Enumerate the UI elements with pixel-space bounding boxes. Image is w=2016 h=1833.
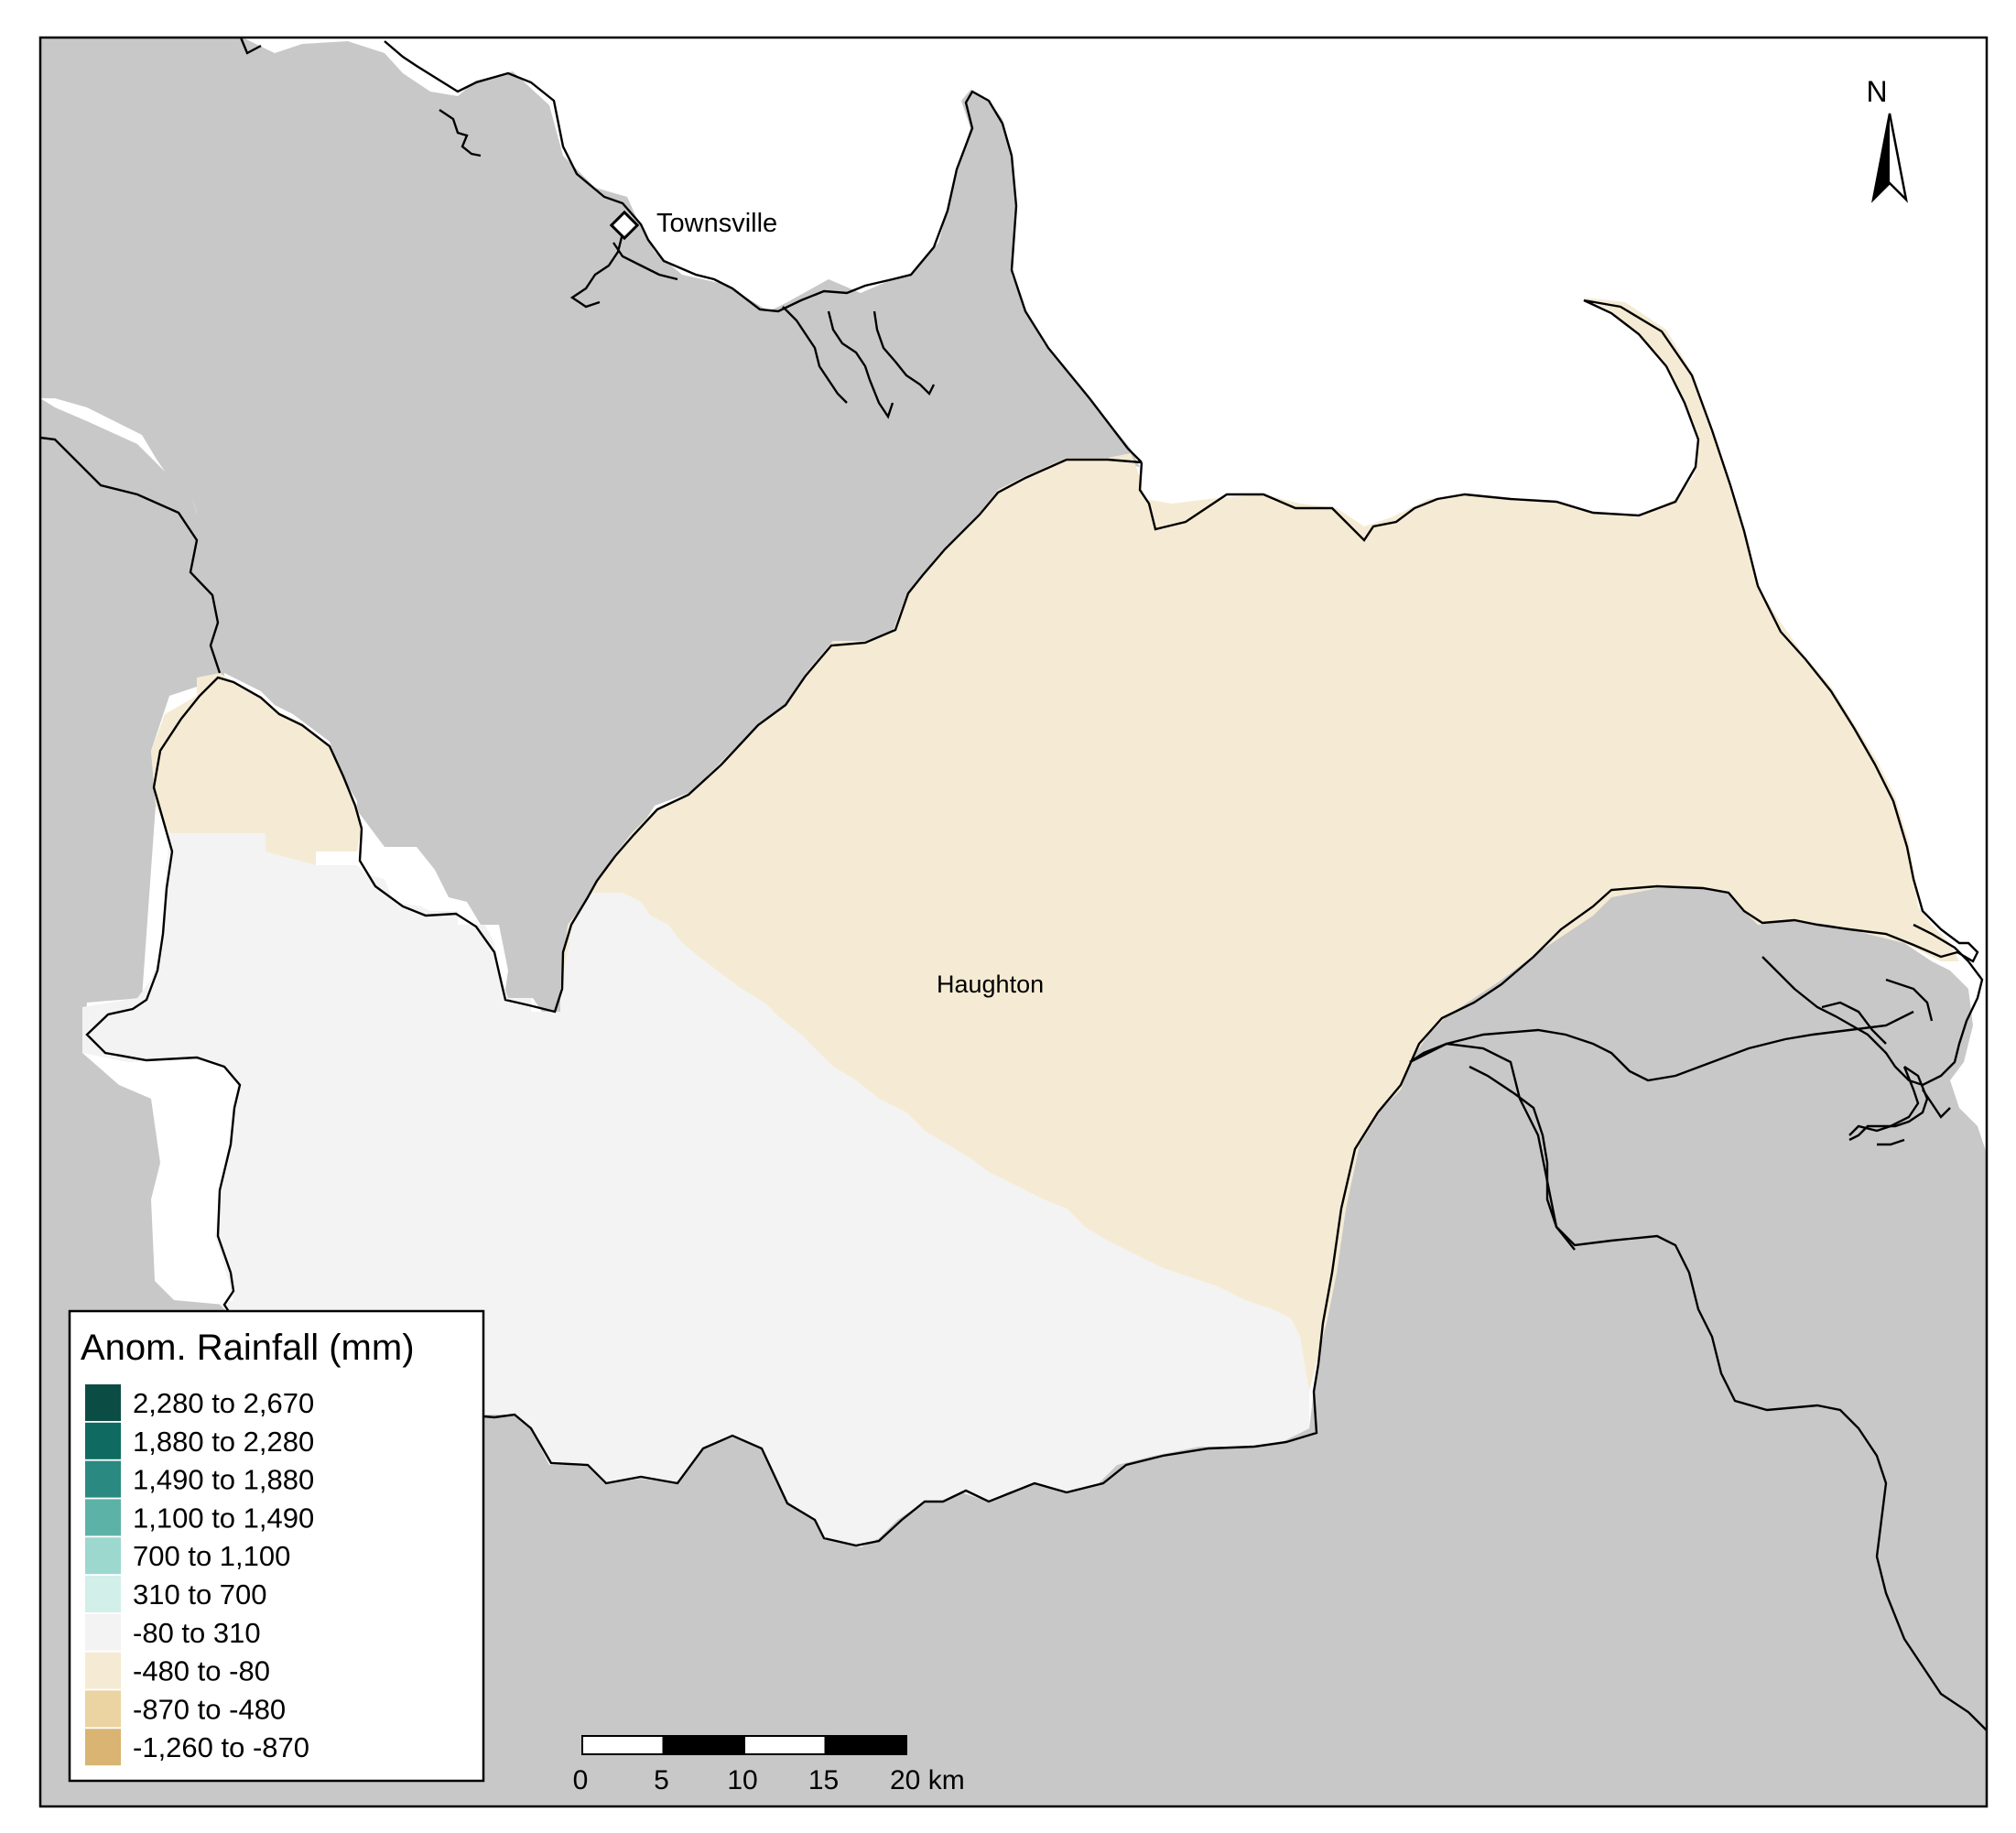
land-south (40, 888, 1987, 1806)
legend-box (68, 1309, 485, 1783)
estuary-se-creek (1848, 1066, 1929, 1142)
legend-label: -870 to -480 (133, 1693, 286, 1725)
legend-swatch (85, 1576, 121, 1612)
scale-bar-segments (581, 1735, 907, 1755)
catchment-outline-south-east (1409, 1042, 1988, 1731)
legend-label: 310 to 700 (133, 1578, 267, 1611)
north-arrow: N (1866, 75, 1908, 203)
legend-label: 700 to 1,100 (133, 1540, 290, 1572)
river-townsville-1 (439, 109, 482, 157)
legend-swatch (85, 1652, 121, 1689)
anomaly-zone-neg480-neg80 (151, 298, 1959, 1392)
scale-bar-segment (824, 1735, 907, 1755)
place-label-townsville: Townsville (656, 209, 777, 238)
legend-swatch (85, 1729, 121, 1766)
catchment-boundaries (39, 37, 1988, 1731)
land-northwest (40, 38, 1144, 1012)
legend-label: -80 to 310 (133, 1617, 261, 1649)
legend-label: 1,100 to 1,490 (133, 1502, 314, 1534)
legend-label: 1,490 to 1,880 (133, 1464, 314, 1496)
estuary-mouth (1761, 923, 1984, 1146)
legend: Anom. Rainfall (mm) 2,280 to 2,670 1,880 … (68, 1309, 485, 1783)
north-arrow-label: N (1866, 75, 1887, 108)
river-townsville-2 (569, 219, 678, 309)
legend-swatch (85, 1613, 121, 1651)
coastline-north (239, 37, 1143, 463)
legend-items: 2,280 to 2,670 1,880 to 2,280 1,490 to 1,8… (85, 1384, 314, 1766)
scale-bar: 0 5 10 15 20 km (573, 1735, 965, 1795)
scale-bar-segment (581, 1735, 665, 1755)
place-label-haughton: Haughton (937, 971, 1044, 998)
legend-swatch (85, 1422, 121, 1459)
legend-label: 2,280 to 2,670 (133, 1387, 314, 1419)
scale-bar-tick-label: 15 (808, 1765, 839, 1795)
catchment-outline-se-inner (1409, 1010, 1914, 1082)
catchment-outline-main (85, 298, 1979, 1547)
scale-bar-tick-label: 5 (654, 1765, 669, 1795)
scale-bar-tick-label: 20 km (890, 1765, 965, 1795)
legend-swatch (85, 1537, 121, 1575)
scale-bar-segment (662, 1735, 745, 1755)
legend-label: -480 to -80 (133, 1655, 270, 1687)
scale-bar-ticks: 0 5 10 15 20 km (573, 1765, 965, 1795)
legend-swatch (85, 1690, 121, 1728)
townsville-marker (609, 210, 640, 241)
legend-label: -1,260 to -870 (133, 1731, 309, 1763)
legend-swatch (85, 1384, 121, 1421)
legend-label: 1,880 to 2,280 (133, 1426, 314, 1458)
river-townsville-3 (782, 306, 936, 419)
legend-swatch (85, 1460, 121, 1498)
legend-title: Anom. Rainfall (mm) (81, 1328, 415, 1368)
scale-bar-segment (743, 1735, 827, 1755)
scale-bar-tick-label: 0 (573, 1765, 589, 1795)
map-frame (38, 36, 1989, 1808)
scale-bar-tick-label: 10 (727, 1765, 757, 1795)
legend-swatch (85, 1499, 121, 1536)
catchment-outline-bottom-east (1469, 1065, 1576, 1251)
catchment-outline-west-divide (39, 436, 222, 674)
